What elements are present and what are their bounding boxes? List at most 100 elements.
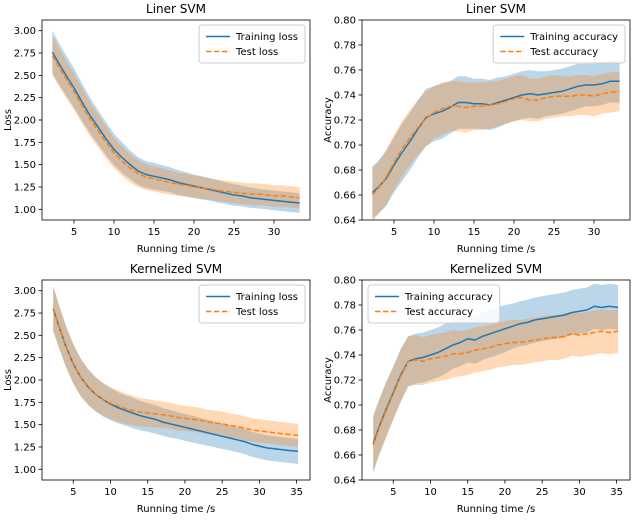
- x-tick-label: 5: [391, 227, 397, 238]
- chart-kernelized-svm-accuracy: 5 10 15 20 25 30 35 0.64 0.66 0.68 0.70 0.72 0.74 0.7…: [320, 260, 640, 520]
- x-tick-label: 35: [610, 487, 623, 498]
- y-tick-label: 2.75: [14, 49, 36, 60]
- y-tick-label: 0.72: [334, 376, 356, 387]
- y-tick-label: 1.00: [14, 465, 36, 476]
- x-tick-label: 20: [179, 487, 192, 498]
- chart-title: Kernelized SVM: [130, 262, 222, 276]
- y-axis-label: Accuracy: [323, 357, 334, 403]
- legend-box: [367, 284, 501, 324]
- y-tick-label: 0.66: [334, 191, 356, 202]
- test-accuracy-line: [372, 330, 619, 446]
- test-accuracy-line: [371, 90, 620, 196]
- y-tick-label: 0.80: [334, 16, 356, 27]
- x-tick-label: 25: [216, 487, 229, 498]
- x-axis-label: Running time /s: [457, 244, 536, 255]
- training-loss-line: [51, 51, 300, 204]
- legend-label: Test accuracy: [404, 307, 473, 318]
- x-tick-label: 15: [148, 227, 161, 238]
- y-tick-label: 1.25: [14, 442, 36, 453]
- legend: Training accuracy Test accuracy: [492, 24, 626, 64]
- legend: Training loss Test loss: [198, 284, 306, 324]
- y-tick-label: 0.70: [334, 141, 356, 152]
- kernelized-svm-accuracy-plot: 5 10 15 20 25 30 35 0.64 0.66 0.68 0.70 0.72 0.74 0.7…: [323, 262, 631, 515]
- x-axis-label: Running time /s: [137, 244, 216, 255]
- y-tick-label: 0.78: [334, 41, 356, 52]
- y-tick-label: 0.76: [334, 326, 356, 337]
- y-tick-label: 0.68: [334, 426, 356, 437]
- chart-kernelized-svm-loss: 5 10 15 20 25 30 35 1.00 1.25 1.50 1.75 2.00 2.25 2.5…: [0, 260, 320, 520]
- x-tick-label: 10: [104, 487, 117, 498]
- legend-label: Training accuracy: [404, 292, 493, 303]
- y-axis-label: Accuracy: [323, 97, 334, 143]
- x-axis-label: Running time /s: [137, 504, 216, 515]
- x-tick-label: 30: [588, 227, 601, 238]
- y-tick-label: 3.00: [14, 286, 36, 297]
- training-loss-band: [52, 30, 300, 213]
- y-axis-label: Loss: [3, 109, 14, 131]
- test-accuracy-band: [373, 309, 619, 474]
- legend-label: Training loss: [235, 32, 298, 43]
- legend-label: Test accuracy: [529, 47, 598, 58]
- y-tick-label: 0.74: [334, 351, 356, 362]
- y-tick-label: 1.00: [14, 205, 36, 216]
- x-tick-label: 5: [390, 487, 396, 498]
- y-tick-label: 2.00: [14, 116, 36, 127]
- y-tick-label: 1.75: [14, 138, 36, 149]
- training-accuracy-line: [372, 305, 619, 444]
- training-accuracy-band: [372, 60, 620, 219]
- liner-svm-accuracy-plot: 5 10 15 20 25 30 0.64 0.66 0.68 0.70 0.72 0.74 0.76 0…: [323, 2, 631, 255]
- legend-box: [198, 24, 306, 64]
- y-tick-label: 0.78: [334, 301, 356, 312]
- chart-title: Liner SVM: [466, 2, 526, 16]
- chart-liner-svm-loss: 5 10 15 20 25 30 1.00 1.25 1.50 1.75 2.00 2.25 2.50 2…: [0, 0, 320, 260]
- x-tick-label: 5: [70, 487, 76, 498]
- training-accuracy-band: [373, 283, 619, 472]
- x-tick-label: 25: [548, 227, 561, 238]
- y-tick-label: 0.64: [334, 216, 356, 227]
- y-tick-label: 0.64: [334, 476, 356, 487]
- test-loss-band: [52, 36, 300, 209]
- chart-liner-svm-accuracy: 5 10 15 20 25 30 0.64 0.66 0.68 0.70 0.72 0.74 0.76 0…: [320, 0, 640, 260]
- x-tick-label: 30: [253, 487, 266, 498]
- x-tick-label: 20: [499, 487, 512, 498]
- x-tick-label: 10: [108, 227, 121, 238]
- legend-label: Training accuracy: [529, 32, 618, 43]
- y-tick-label: 0.70: [334, 401, 356, 412]
- test-loss-line: [52, 308, 299, 437]
- y-tick-label: 2.25: [14, 93, 36, 104]
- legend-label: Test loss: [235, 307, 278, 318]
- chart-title: Liner SVM: [146, 2, 206, 16]
- x-tick-label: 25: [228, 227, 241, 238]
- kernelized-svm-loss-plot: 5 10 15 20 25 30 35 1.00 1.25 1.50 1.75 2.00 2.25 2.5…: [3, 262, 311, 515]
- x-tick-label: 30: [268, 227, 281, 238]
- y-tick-label: 1.25: [14, 182, 36, 193]
- legend: Training loss Test loss: [198, 24, 306, 64]
- x-tick-label: 15: [461, 487, 474, 498]
- y-tick-label: 0.68: [334, 166, 356, 177]
- x-tick-label: 10: [424, 487, 437, 498]
- y-axis-label: Loss: [3, 369, 14, 391]
- test-accuracy-band: [372, 71, 620, 220]
- training-accuracy-line: [371, 80, 620, 194]
- x-tick-label: 30: [573, 487, 586, 498]
- y-tick-label: 3.00: [14, 26, 36, 37]
- training-loss-band: [53, 286, 299, 464]
- legend-label: Test loss: [235, 47, 278, 58]
- test-loss-line: [51, 55, 300, 199]
- x-tick-label: 20: [188, 227, 201, 238]
- y-tick-label: 1.50: [14, 160, 36, 171]
- y-tick-label: 0.76: [334, 66, 356, 77]
- x-tick-label: 35: [290, 487, 303, 498]
- y-tick-label: 1.75: [14, 398, 36, 409]
- legend-box: [492, 24, 626, 64]
- y-tick-label: 2.50: [14, 71, 36, 82]
- x-tick-label: 5: [71, 227, 77, 238]
- x-tick-label: 25: [536, 487, 549, 498]
- x-tick-label: 15: [141, 487, 154, 498]
- legend: Training accuracy Test accuracy: [367, 284, 501, 324]
- y-tick-label: 2.50: [14, 331, 36, 342]
- x-tick-label: 20: [508, 227, 521, 238]
- legend-label: Training loss: [235, 292, 298, 303]
- legend-box: [198, 284, 306, 324]
